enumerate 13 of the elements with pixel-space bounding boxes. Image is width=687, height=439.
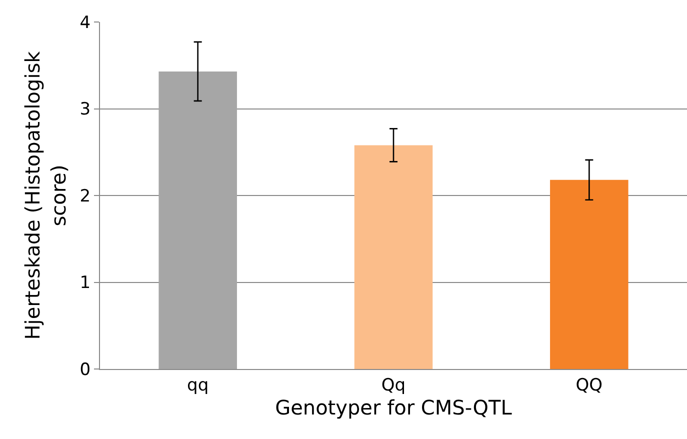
x-tick-label: qq [187, 375, 209, 396]
y-axis-title: Hjerteskade (Histopatologisk score) [20, 50, 70, 340]
x-tick-label: Qq [381, 375, 406, 396]
bar [354, 145, 433, 369]
bar [550, 180, 628, 369]
x-axis-title: Genotyper for CMS-QTL [275, 395, 513, 420]
y-tick-label: 1 [80, 273, 91, 294]
bar [158, 71, 237, 369]
y-tick-label: 0 [80, 360, 91, 380]
x-tick-label: QQ [576, 375, 603, 396]
y-tick-label: 4 [80, 12, 91, 33]
y-tick-label: 2 [80, 186, 91, 206]
y-tick-label: 3 [80, 100, 91, 120]
